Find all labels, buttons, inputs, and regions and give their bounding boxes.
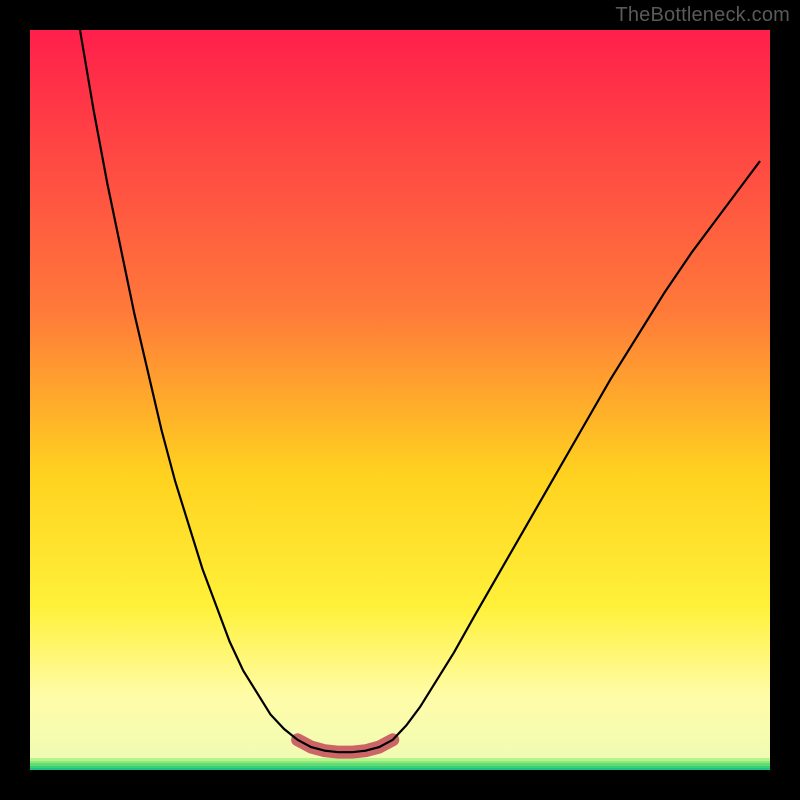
watermark-text: TheBottleneck.com [615,4,790,27]
plot-area [30,30,770,770]
chart-svg [30,30,770,770]
curve-highlight [298,740,393,752]
curve-line [80,30,760,752]
